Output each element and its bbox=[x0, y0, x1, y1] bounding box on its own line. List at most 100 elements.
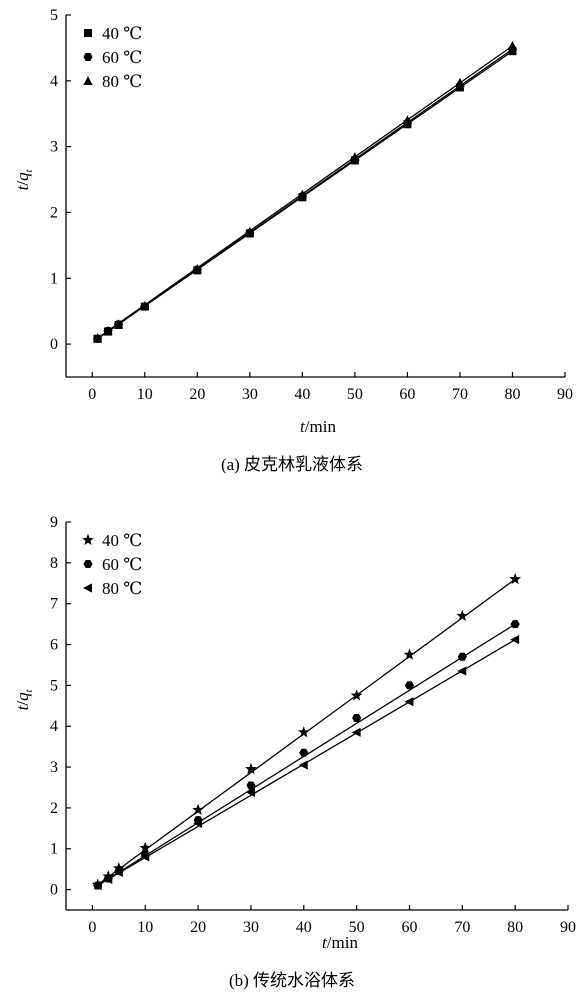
series-3-point-1 bbox=[92, 880, 102, 891]
series-3-point-8 bbox=[350, 152, 360, 162]
panel-b-x-axis-label: t/min bbox=[322, 933, 358, 952]
panel-b-caption: (b) 传统水浴体系 bbox=[229, 971, 355, 990]
series-1-point-8 bbox=[350, 689, 363, 701]
series-3-point-10 bbox=[455, 77, 465, 87]
y-tick-label: 0 bbox=[50, 882, 58, 899]
series-3-point-7 bbox=[297, 189, 307, 199]
y-tick-label: 1 bbox=[50, 841, 58, 858]
y-tick-label: 5 bbox=[50, 7, 58, 24]
series-3-point-3 bbox=[113, 867, 123, 878]
series-1-point-10 bbox=[456, 609, 469, 621]
series-3-point-7 bbox=[298, 760, 308, 770]
panel-b-axes bbox=[65, 521, 569, 911]
x-tick-label: 80 bbox=[507, 919, 523, 936]
y-tick-label: 6 bbox=[50, 637, 58, 654]
series-3-point-4 bbox=[140, 852, 150, 862]
y-tick-label: 2 bbox=[50, 204, 58, 221]
series-3-point-1 bbox=[92, 333, 103, 343]
series-2-point-8 bbox=[352, 714, 362, 723]
legend-label-2: 60 ℃ bbox=[102, 555, 142, 574]
x-tick-label: 0 bbox=[88, 919, 96, 936]
y-tick-label: 8 bbox=[50, 555, 58, 572]
panel-b-marks bbox=[91, 572, 522, 891]
x-tick-label: 20 bbox=[189, 386, 205, 403]
series-3-point-5 bbox=[192, 264, 202, 274]
legend-label-3: 80 ℃ bbox=[102, 579, 142, 598]
x-tick-label: 70 bbox=[454, 919, 470, 936]
legend-label-2: 60 ℃ bbox=[102, 48, 142, 67]
series-line-3 bbox=[97, 45, 513, 339]
panel-a-caption: (a) 皮克林乳液体系 bbox=[221, 455, 363, 474]
series-3-point-4 bbox=[140, 300, 150, 310]
x-tick-label: 80 bbox=[504, 386, 520, 403]
legend-marker-3 bbox=[83, 76, 93, 85]
y-tick-label: 9 bbox=[50, 514, 58, 531]
legend-label-3: 80 ℃ bbox=[102, 72, 142, 91]
x-tick-label: 90 bbox=[560, 919, 576, 936]
legend-marker-2 bbox=[83, 560, 93, 568]
series-3-point-2 bbox=[103, 874, 113, 884]
x-tick-label: 40 bbox=[294, 386, 310, 403]
series-3-point-2 bbox=[103, 325, 113, 335]
y-tick-label: 2 bbox=[50, 800, 58, 817]
x-tick-label: 90 bbox=[557, 386, 573, 403]
panel-a-tick-labels: 0 10 20 30 40 50 60 70 80 90 0 1 2 3 4 5 bbox=[50, 7, 573, 403]
series-3-point-8 bbox=[351, 727, 361, 737]
series-1-point-5 bbox=[192, 803, 204, 815]
series-3-point-6 bbox=[245, 787, 255, 797]
x-tick-label: 30 bbox=[243, 919, 259, 936]
panel-a-axes bbox=[65, 14, 566, 378]
y-tick-label: 4 bbox=[50, 718, 58, 735]
y-tick-label: 7 bbox=[50, 596, 58, 613]
series-3-point-5 bbox=[193, 818, 203, 829]
y-tick-label: 3 bbox=[50, 139, 58, 156]
series-1-point-9 bbox=[403, 648, 416, 660]
series-3-point-3 bbox=[113, 319, 124, 329]
series-3-point-10 bbox=[457, 666, 467, 676]
panel-a-legend: 40 ℃ 60 ℃ 80 ℃ bbox=[83, 24, 142, 91]
y-tick-label: 1 bbox=[50, 270, 58, 287]
y-tick-label: 4 bbox=[50, 73, 58, 90]
chart-panel-a: 0 10 20 30 40 50 60 70 80 90 0 1 2 3 4 5 40 ℃ 60 ℃ 80 ℃ t… bbox=[13, 7, 573, 474]
x-tick-label: 20 bbox=[190, 919, 206, 936]
x-tick-label: 40 bbox=[296, 919, 312, 936]
panel-b-tick-labels: 0 10 20 30 40 50 60 70 80 90 0 1 2 3 4 5 6 7 8 9 bbox=[50, 514, 576, 936]
panel-b-y-axis-label: t/qt bbox=[13, 689, 35, 710]
chart-panel-b: 0 10 20 30 40 50 60 70 80 90 0 1 2 3 4 5 6 7 8 9 40 ℃ 60 ℃ 80… bbox=[13, 514, 576, 990]
series-1-point-6 bbox=[245, 762, 257, 775]
legend-marker-1 bbox=[82, 533, 94, 546]
x-tick-label: 50 bbox=[347, 386, 363, 403]
series-3-point-11 bbox=[510, 635, 520, 645]
panel-a-y-axis-label: t/qt bbox=[13, 169, 35, 190]
series-3-point-11 bbox=[507, 40, 518, 50]
y-tick-label: 5 bbox=[50, 677, 58, 694]
y-tick-label: 3 bbox=[50, 759, 58, 776]
y-tick-label: 0 bbox=[50, 336, 58, 353]
panel-b-legend: 40 ℃ 60 ℃ 80 ℃ bbox=[82, 531, 142, 598]
panel-a-x-axis-label: t/min bbox=[300, 417, 336, 436]
panel-a-marks bbox=[92, 40, 518, 343]
series-3-point-9 bbox=[402, 115, 413, 125]
legend-label-1: 40 ℃ bbox=[102, 24, 142, 43]
x-tick-label: 30 bbox=[242, 386, 258, 403]
legend-label-1: 40 ℃ bbox=[102, 531, 142, 550]
x-tick-label: 10 bbox=[137, 386, 153, 403]
series-3-point-9 bbox=[404, 697, 414, 707]
series-3-point-6 bbox=[245, 226, 255, 236]
series-2-point-6 bbox=[246, 781, 256, 790]
legend-marker-1 bbox=[84, 29, 92, 37]
x-tick-label: 70 bbox=[452, 386, 468, 403]
legend-marker-2 bbox=[83, 53, 93, 61]
x-tick-label: 0 bbox=[88, 386, 96, 403]
x-tick-label: 10 bbox=[137, 919, 153, 936]
x-tick-label: 60 bbox=[401, 919, 417, 936]
legend-marker-3 bbox=[83, 583, 92, 593]
x-tick-label: 50 bbox=[349, 919, 365, 936]
series-2-point-10 bbox=[457, 652, 467, 661]
series-1-point-7 bbox=[297, 726, 310, 738]
series-1-point-11 bbox=[509, 572, 522, 585]
series-2-point-9 bbox=[404, 681, 415, 690]
x-tick-label: 60 bbox=[399, 386, 415, 403]
series-2-point-7 bbox=[299, 748, 309, 757]
